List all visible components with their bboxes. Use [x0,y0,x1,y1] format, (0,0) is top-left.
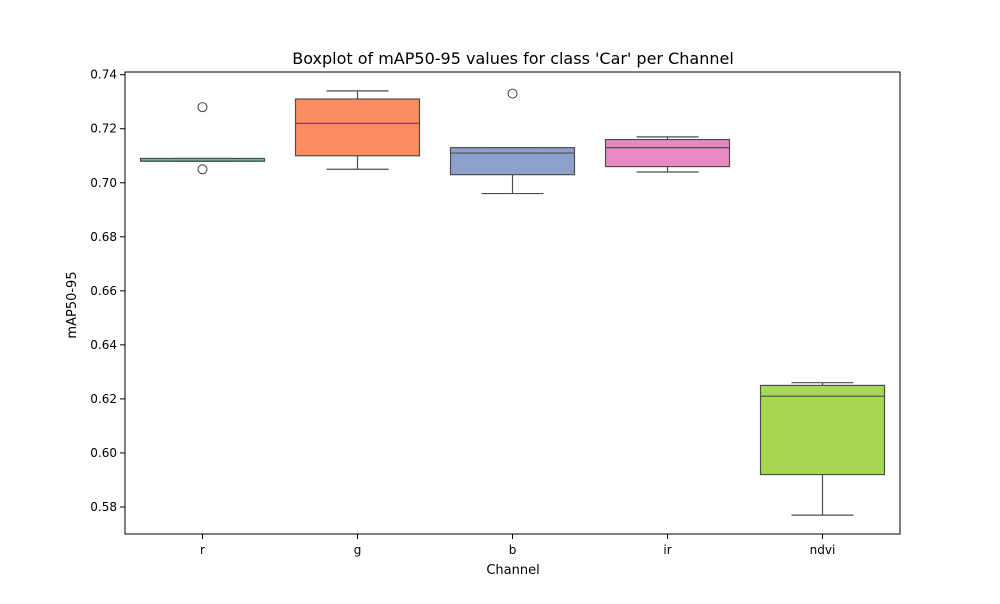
x-tick-label: r [200,543,205,557]
box-outlier [197,164,208,175]
box-ndvi [759,384,886,476]
plot-area: 0.58 0.60 0.62 0.64 0.66 0.68 0.70 0.72 0.74 r g b i… [90,68,901,557]
box-outlier [507,88,518,99]
y-tick-label: 0.58 [90,500,117,514]
chart-title: Boxplot of mAP50-95 values for class 'Ca… [292,49,734,68]
y-tick-label: 0.68 [90,230,117,244]
x-tick-label: b [509,543,517,557]
y-tick-label: 0.66 [90,284,117,298]
box-b [449,147,576,176]
box-ir [604,138,731,168]
x-tick-label: g [354,543,362,557]
box-g [294,98,421,157]
y-tick-label: 0.74 [90,68,117,82]
x-tick-label: ndvi [810,543,836,557]
y-tick-label: 0.64 [90,338,117,352]
box-outlier [197,102,208,113]
x-tick-label: ir [663,543,671,557]
plot-frame [124,71,901,535]
y-tick-label: 0.62 [90,392,117,406]
y-tick-label: 0.72 [90,122,117,136]
y-tick-label: 0.70 [90,176,117,190]
y-tick-label: 0.60 [90,446,117,460]
y-axis-label: mAP50-95 [65,271,80,338]
x-axis-label: Channel [486,563,539,578]
